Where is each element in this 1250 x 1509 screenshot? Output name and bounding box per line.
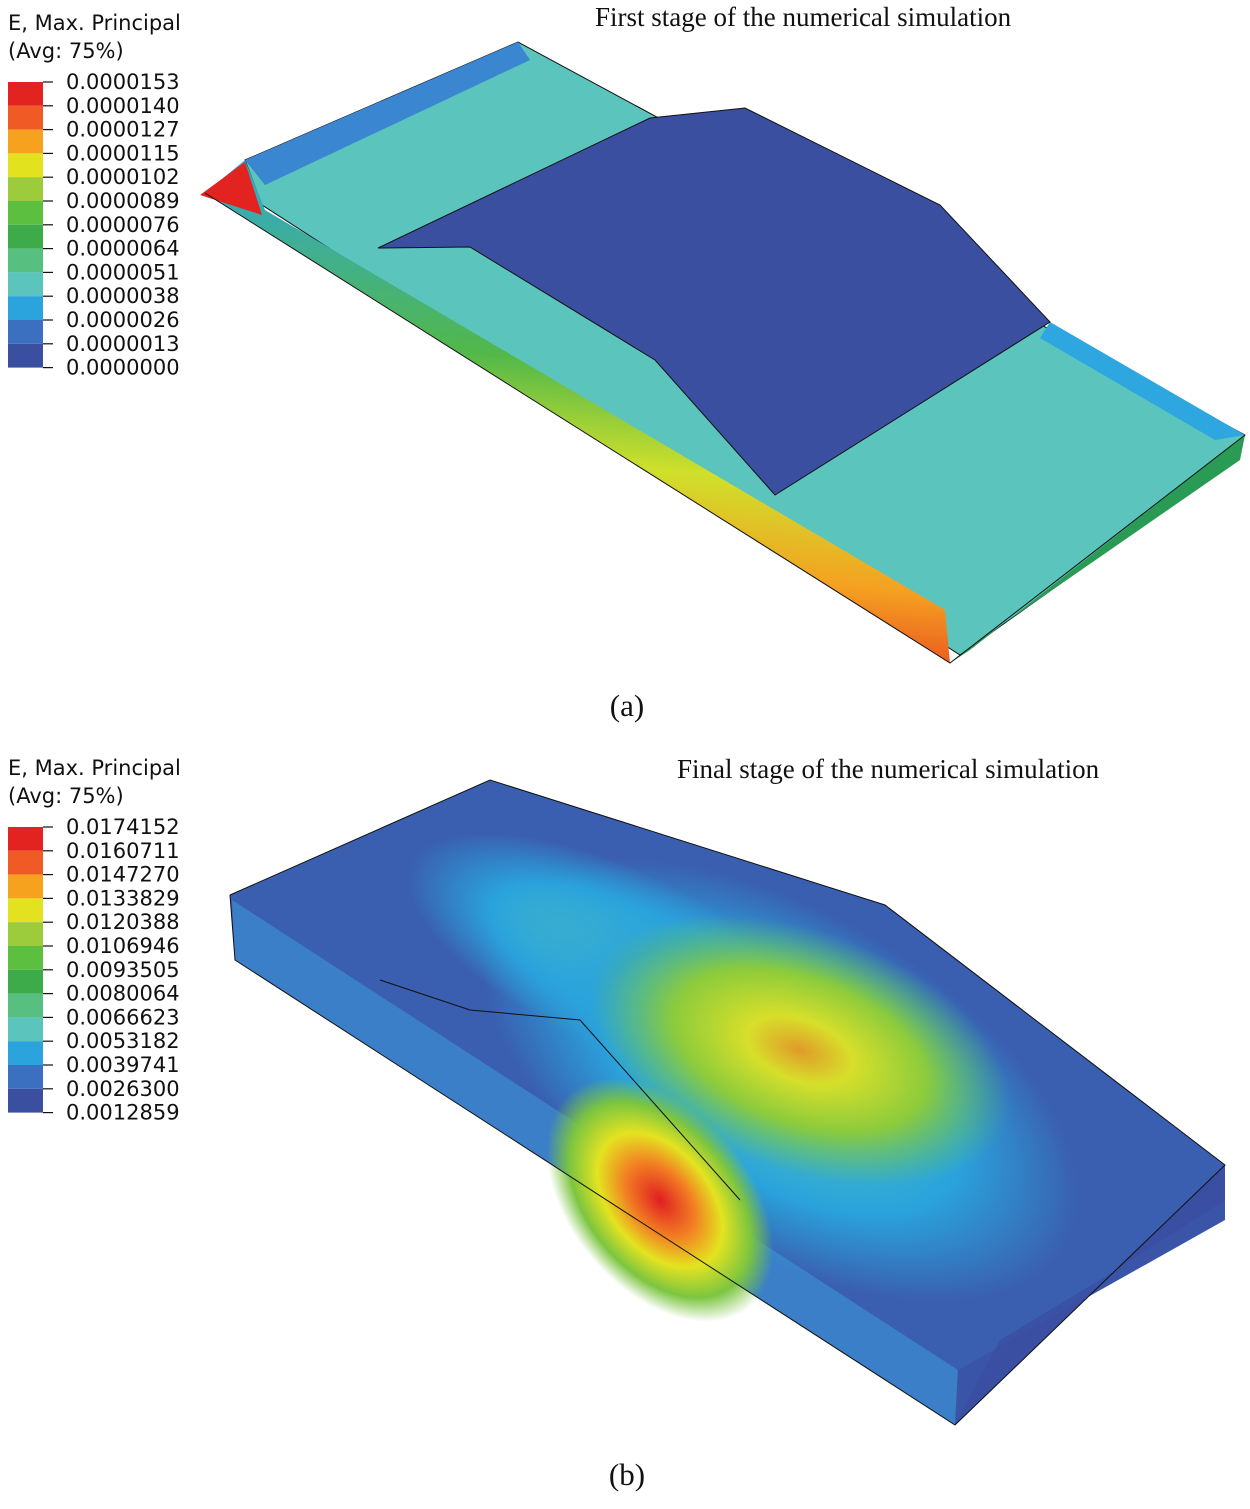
legend-label: 0.0066623 (66, 1005, 180, 1029)
labels: E, Max. Principal(Avg: 75%)0.00001530.00… (8, 2, 1100, 1492)
panel-title: Final stage of the numerical simulation (677, 754, 1100, 784)
legend-swatch (8, 129, 43, 154)
legend-label: 0.0053182 (66, 1029, 180, 1053)
legend-label: 0.0106946 (66, 934, 180, 958)
legend-swatch (8, 922, 43, 946)
legend-swatch (8, 993, 43, 1018)
model-a (200, 41, 1246, 664)
legend-label: 0.0174152 (66, 815, 180, 839)
legend-swatch (8, 272, 43, 297)
legend-swatch (8, 105, 43, 130)
legend-label: 0.0133829 (66, 886, 180, 910)
legend-label: 0.0000076 (66, 213, 180, 237)
legend-subtitle: (Avg: 75%) (8, 784, 124, 808)
legend-swatch (8, 898, 43, 923)
legend-label: 0.0026300 (66, 1077, 180, 1101)
legend-swatch (8, 82, 43, 106)
legend-label: 0.0012859 (66, 1101, 180, 1125)
legend-swatch (8, 296, 43, 320)
legend-label: 0.0000102 (66, 165, 180, 189)
legend-title: E, Max. Principal (8, 756, 181, 780)
legend-title: E, Max. Principal (8, 11, 181, 35)
panel-caption: (b) (609, 1457, 645, 1492)
legend-swatch (8, 1041, 43, 1065)
legend-swatch (8, 343, 43, 368)
legend-label: 0.0160711 (66, 839, 180, 863)
legend-label: 0.0000013 (66, 332, 180, 356)
legend-label: 0.0000051 (66, 260, 180, 284)
legend-label: 0.0147270 (66, 863, 180, 887)
legend-label: 0.0000064 (66, 237, 180, 261)
legend-swatch (8, 827, 43, 851)
legend-swatch (8, 850, 43, 875)
legend-label: 0.0000026 (66, 308, 180, 332)
legend-swatch (8, 177, 43, 201)
legend-swatch (8, 224, 43, 249)
legend-swatch (8, 1065, 43, 1089)
legend-label: 0.0039741 (66, 1053, 180, 1077)
legend-swatch (8, 153, 43, 178)
legend-swatch (8, 874, 43, 899)
legend-label: 0.0000140 (66, 94, 180, 118)
legend-subtitle: (Avg: 75%) (8, 39, 124, 63)
legend-label: 0.0080064 (66, 982, 180, 1006)
legend-swatch (8, 1088, 43, 1113)
panel-title: First stage of the numerical simulation (595, 2, 1012, 32)
legend-label: 0.0000115 (66, 141, 180, 165)
legend-label: 0.0000127 (66, 118, 180, 142)
legend-label: 0.0000000 (66, 356, 180, 380)
legend-label: 0.0000153 (66, 70, 180, 94)
legend-swatch (8, 969, 43, 994)
model-b (229, 779, 1226, 1426)
legend-label: 0.0000089 (66, 189, 180, 213)
legend-swatch (8, 201, 43, 225)
panel-caption: (a) (610, 688, 644, 723)
legend-swatch (8, 946, 43, 970)
legend-swatch (8, 248, 43, 273)
legend-label: 0.0120388 (66, 910, 180, 934)
legend-swatch (8, 320, 43, 344)
legend-swatch (8, 1017, 43, 1042)
legend-label: 0.0093505 (66, 958, 180, 982)
legend-label: 0.0000038 (66, 284, 180, 308)
